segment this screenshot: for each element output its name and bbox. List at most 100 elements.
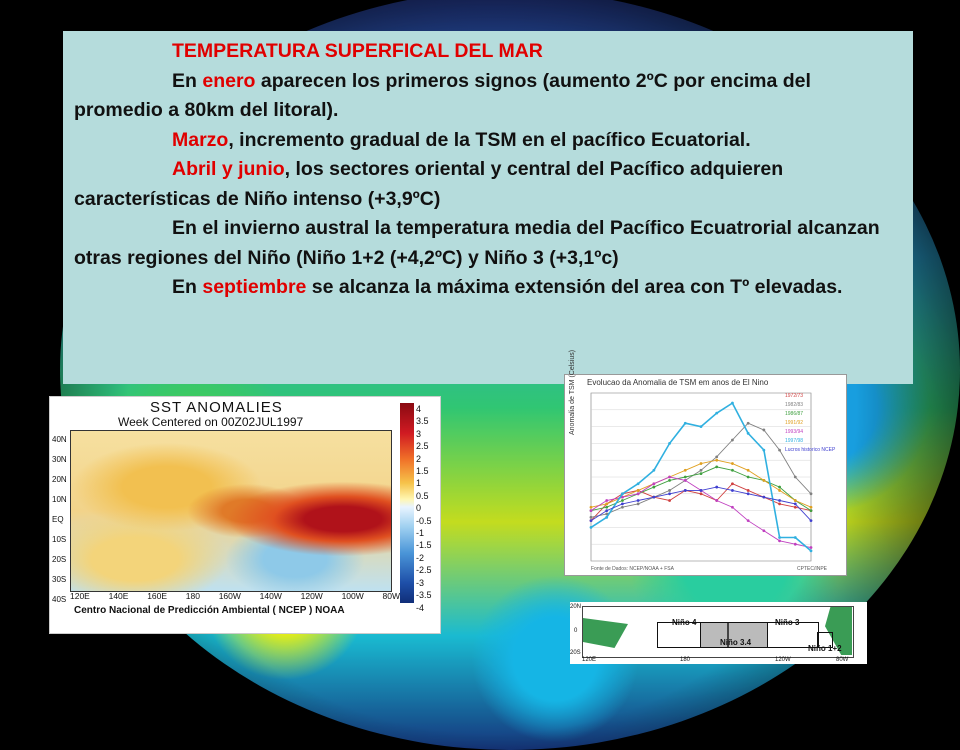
data-point (778, 489, 781, 492)
legend-entry: 1991/92 (785, 420, 803, 426)
data-point (762, 495, 766, 499)
sst-lat-label: 40S (52, 595, 67, 604)
anomaly-chart-ylabel: Anomalia de TSM (Celsius) (569, 349, 576, 435)
data-point (683, 478, 687, 482)
nino-12-label: Niño 1+2 (808, 644, 842, 653)
data-point (605, 499, 609, 502)
data-point (809, 549, 813, 553)
sst-lat-label: 20N (52, 475, 67, 484)
data-point (778, 499, 781, 502)
data-point (778, 502, 781, 506)
nino-lon-120e: 120E (582, 657, 597, 663)
nino-lon-120w: 120W (775, 657, 791, 663)
p3-highlight: Abril y junio (172, 158, 285, 180)
sst-lon-label: 120W (300, 591, 323, 601)
data-point (605, 509, 609, 512)
data-point (652, 485, 656, 489)
data-point (668, 489, 671, 492)
legend-entry: Lucros historico NCEP (785, 447, 836, 453)
anomaly-chart-title: Evolucao da Anomalia de TSM em anos de E… (587, 378, 769, 387)
data-point (668, 475, 671, 479)
data-point (621, 499, 624, 502)
data-point (636, 482, 640, 486)
p2-text: , incremento gradual de la TSM en el pac… (228, 128, 751, 151)
data-point (589, 505, 593, 509)
data-point (621, 492, 624, 496)
data-point (762, 428, 766, 432)
data-point (683, 421, 687, 425)
data-point (778, 536, 781, 539)
sst-lat-label: 10N (52, 495, 67, 504)
data-point (809, 509, 813, 512)
sst-lat-label: 40N (52, 435, 67, 444)
data-point (762, 448, 766, 452)
data-point (683, 468, 687, 472)
sst-legend-value: 1 (416, 478, 422, 489)
paragraph-january: En enero aparecen los primeros signos (a… (74, 67, 903, 126)
data-point (809, 519, 813, 523)
sst-legend-labels: 4 3.5 3 2.5 2 1.5 1 0.5 0 -0.5 -1 -1.5 -2 -2.5 -3 -3.5-… (416, 403, 432, 613)
data-point (636, 499, 640, 502)
data-point (699, 489, 703, 492)
sst-lon-label: 100W (341, 591, 364, 601)
sst-legend-value: 0 (416, 503, 422, 514)
data-point (699, 425, 703, 428)
data-point (731, 438, 734, 442)
nino-regions-map: Niño 4 Niño 3 Niño 3.4 Niño 1+2 20N 0 20… (570, 602, 867, 664)
anomaly-chart-svg: 1972/73 1982/83 1986/87 1991/92 1993/94 1997/… (589, 392, 836, 562)
data-point (793, 502, 797, 506)
data-point (683, 489, 687, 492)
sst-anomaly-map-figure: SST ANOMALIES Week Centered on 00Z02JUL1… (49, 396, 441, 634)
data-point (636, 502, 640, 506)
data-point (636, 492, 640, 496)
sst-legend-value: 4 (416, 404, 422, 414)
data-point (715, 455, 719, 459)
sst-description-box: TEMPERATURA SUPERFICAL DEL MAR En enero … (63, 31, 913, 384)
sst-legend-value: 2.5 (416, 441, 429, 452)
legend-entry: 1972/73 (785, 393, 803, 399)
sst-lat-labels: 40N 30N 20N 10N EQ 10S 20S 30S 40S (52, 430, 67, 610)
p2-highlight: Marzo (172, 128, 229, 151)
data-point (668, 499, 671, 502)
data-point (778, 539, 781, 543)
data-point (605, 502, 609, 506)
data-point (668, 478, 671, 482)
p5-text: se alcanza la máxima extensión del area … (306, 276, 843, 298)
anomaly-chart-credit: CPTEC/INPE (797, 566, 828, 572)
data-point (809, 492, 813, 496)
data-point (699, 492, 703, 496)
data-point (731, 505, 734, 509)
sst-legend-value: -3 (416, 577, 425, 588)
sst-lat-label: 30N (52, 455, 67, 464)
data-point (746, 431, 750, 435)
sst-legend-value: -2.5 (416, 565, 432, 576)
anomaly-chart-source: Fonte de Dados: NCEP/NOAA + FSA (591, 566, 674, 572)
data-point (605, 512, 609, 516)
series-line-1993-94 (590, 476, 812, 549)
sst-lat-label: 20S (52, 555, 67, 564)
paragraph-september: En septiembre se alcanza la máxima exten… (74, 273, 903, 303)
sst-legend-value: 3 (416, 428, 422, 439)
data-point (699, 462, 703, 465)
nino-lon-80w: 80W (836, 657, 849, 663)
data-point (715, 485, 719, 489)
data-point (793, 536, 797, 539)
data-point (762, 529, 766, 533)
data-point (746, 492, 750, 496)
data-point (715, 499, 719, 502)
paragraph-austral-winter: En el invierno austral la temperatura me… (74, 217, 880, 269)
sst-lon-label: 120E (70, 591, 90, 601)
data-point (699, 472, 703, 476)
data-point (731, 489, 734, 492)
p5-highlight: septiembre (202, 276, 307, 298)
p1-text: aparecen los primeros signos (aumento 2º… (74, 69, 811, 122)
nino-lat-20s: 20S (570, 650, 581, 656)
data-point (778, 448, 781, 452)
data-point (793, 542, 797, 546)
sst-map-subtitle: Week Centered on 00Z02JUL1997 (118, 415, 304, 429)
data-point (715, 458, 719, 462)
data-point (621, 505, 624, 509)
legend-entry: 1997/98 (785, 438, 803, 444)
data-point (793, 499, 797, 502)
data-point (715, 465, 719, 469)
